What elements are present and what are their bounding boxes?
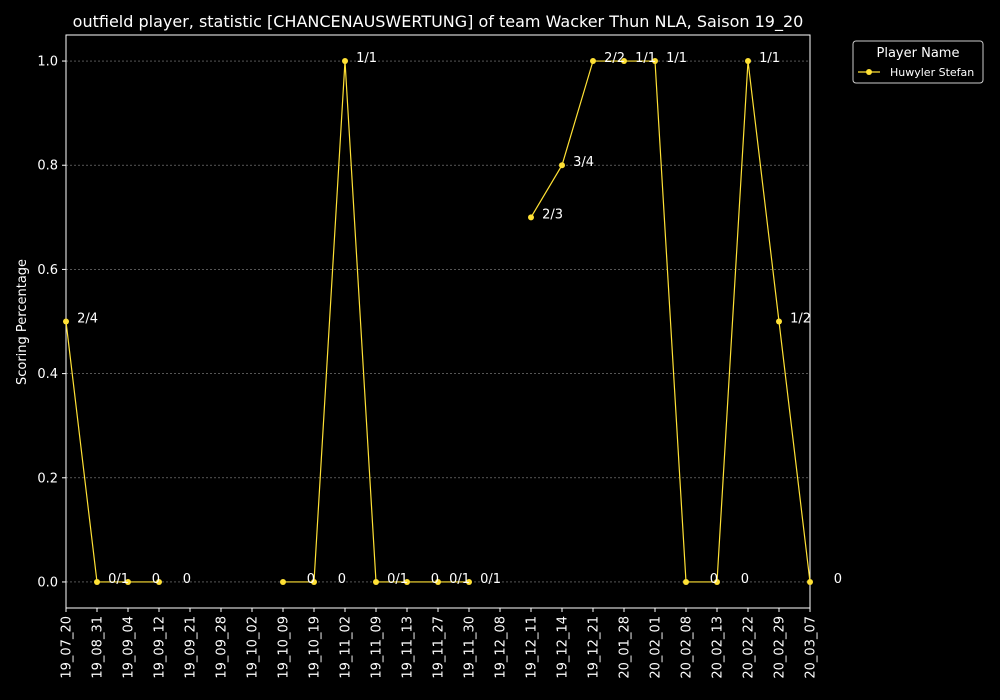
data-label: 0 xyxy=(338,572,346,587)
data-label: 0 xyxy=(307,572,315,587)
data-label: 1/1 xyxy=(635,51,656,66)
x-tick-label: 19_11_27 xyxy=(432,616,447,679)
x-tick-label: 19_11_13 xyxy=(401,616,416,679)
data-point xyxy=(94,578,100,585)
legend: Player Name Huwyler Stefan xyxy=(852,40,984,84)
legend-title: Player Name xyxy=(877,46,960,61)
x-tick-label: 19_11_09 xyxy=(370,616,385,679)
x-tick-label: 19_07_20 xyxy=(60,616,75,679)
data-point xyxy=(807,578,813,585)
axes xyxy=(65,34,811,609)
data-label: 2/3 xyxy=(542,207,563,222)
y-tick-label: 0.4 xyxy=(37,367,58,382)
data-label: 0 xyxy=(431,572,439,587)
x-tick-label: 19_09_28 xyxy=(215,616,230,679)
legend-box xyxy=(852,40,984,84)
data-point xyxy=(714,578,720,585)
x-tick-label: 20_03_07 xyxy=(804,616,819,679)
data-label: 2/2 xyxy=(604,51,625,66)
x-tick-label: 19_09_04 xyxy=(122,616,137,679)
data-label: 0 xyxy=(741,572,749,587)
legend-entry-label: Huwyler Stefan xyxy=(890,66,974,79)
y-tick-label: 0.6 xyxy=(37,263,58,278)
data-labels: 2/4 0/1 0 0 0 0 1/1 0/1 0 0/1 0/1 2/3 3/4 2/2 1/1 1/1 0 0… xyxy=(77,51,842,587)
x-tick-label: 19_12_08 xyxy=(494,616,509,679)
data-point xyxy=(745,58,751,65)
x-tick-label: 19_08_31 xyxy=(91,616,106,679)
x-tick-label: 19_12_11 xyxy=(525,616,540,679)
data-point xyxy=(683,578,689,585)
data-label: 0/1 xyxy=(480,572,501,587)
data-point xyxy=(404,578,410,585)
data-point xyxy=(528,214,534,221)
data-label: 0/1 xyxy=(108,572,129,587)
data-label: 0/1 xyxy=(387,572,408,587)
y-tick-label: 0.0 xyxy=(37,575,58,590)
x-tick-label: 20_01_28 xyxy=(618,616,633,679)
x-tick-label: 19_09_21 xyxy=(184,616,199,679)
data-point xyxy=(311,578,317,585)
ticks: 0.0 0.2 0.4 0.6 0.8 1.0 19_07_20 19_08_31 19_09_… xyxy=(37,55,818,679)
data-label: 1/1 xyxy=(759,51,780,66)
x-tick-label: 20_02_01 xyxy=(649,616,664,679)
x-tick-label: 19_09_12 xyxy=(153,616,168,679)
y-tick-label: 0.2 xyxy=(37,471,58,486)
data-label: 0/1 xyxy=(449,572,470,587)
x-tick-label: 19_11_02 xyxy=(339,616,354,679)
data-point xyxy=(652,58,658,65)
data-label: 0 xyxy=(183,572,191,587)
x-tick-label: 19_11_30 xyxy=(463,616,478,679)
data-point xyxy=(466,578,472,585)
data-label: 0 xyxy=(152,572,160,587)
data-point xyxy=(373,578,379,585)
x-tick-label: 19_10_19 xyxy=(308,616,323,679)
series-line xyxy=(530,60,811,583)
data-point xyxy=(280,578,286,585)
data-label: 0 xyxy=(834,572,842,587)
data-label: 1/1 xyxy=(666,51,687,66)
data-label: 1/2 xyxy=(790,312,811,327)
y-tick-label: 0.8 xyxy=(37,159,58,174)
y-axis-label: Scoring Percentage xyxy=(15,259,30,385)
data-label: 0 xyxy=(710,572,718,587)
x-tick-label: 20_02_13 xyxy=(711,616,726,679)
data-point xyxy=(63,318,69,325)
plot-frame xyxy=(65,34,811,609)
x-tick-label: 20_02_08 xyxy=(680,616,695,679)
data-point xyxy=(125,578,131,585)
data-point xyxy=(621,58,627,65)
x-tick-label: 19_12_14 xyxy=(556,616,571,679)
x-tick-label: 19_10_09 xyxy=(277,616,292,679)
grid-lines xyxy=(66,60,810,583)
y-tick-label: 1.0 xyxy=(37,55,58,70)
legend-marker xyxy=(866,69,872,75)
x-tick-label: 19_12_21 xyxy=(587,616,602,679)
data-label: 2/4 xyxy=(77,312,98,327)
data-point xyxy=(559,162,565,169)
data-point xyxy=(435,578,441,585)
data-label: 1/1 xyxy=(356,51,377,66)
chart-title: outfield player, statistic [CHANCENAUSWE… xyxy=(73,12,804,32)
x-tick-label: 20_02_22 xyxy=(742,616,757,679)
data-label: 3/4 xyxy=(573,155,594,170)
data-point xyxy=(156,578,162,585)
data-point xyxy=(590,58,596,65)
series-line xyxy=(65,321,159,583)
x-tick-label: 19_10_02 xyxy=(246,616,261,679)
x-tick-label: 20_02_29 xyxy=(773,616,788,679)
data-point xyxy=(342,58,348,65)
series-line xyxy=(283,61,469,583)
data-point xyxy=(776,318,782,325)
series-layer xyxy=(63,58,813,585)
